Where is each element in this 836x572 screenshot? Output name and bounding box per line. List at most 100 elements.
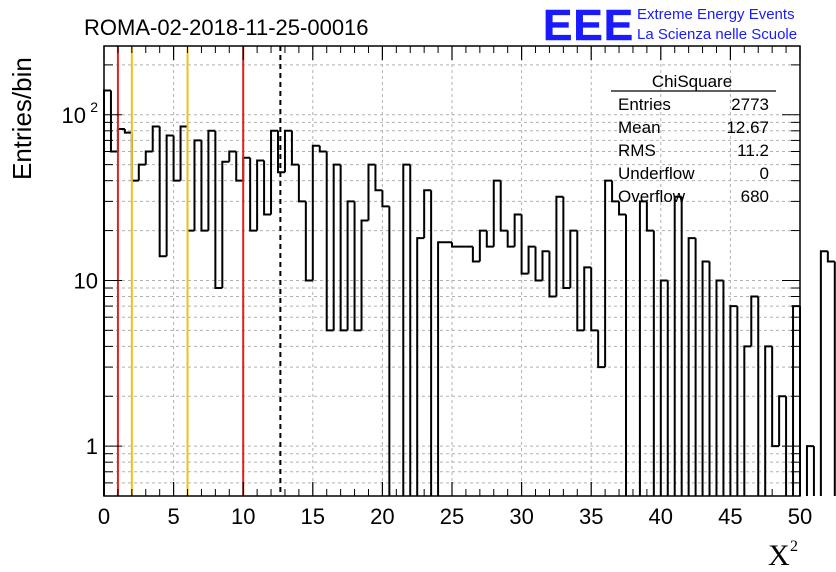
histogram-bin <box>172 135 181 182</box>
x-tick-label: 45 <box>718 504 742 529</box>
histogram-bin <box>339 164 348 332</box>
marker-lines <box>116 46 282 496</box>
histogram-bin <box>548 251 557 298</box>
x-tick-label: 0 <box>98 504 110 529</box>
stats-box: ChiSquare Entries 2773 Mean 12.67 RMS 11.2 Und… <box>611 72 776 206</box>
histogram-bin <box>750 295 759 347</box>
histogram-bin <box>645 201 654 232</box>
histogram-bin <box>764 345 773 496</box>
histogram-bin <box>618 201 626 216</box>
histogram-bin <box>242 156 251 181</box>
histogram-bin <box>311 144 320 281</box>
histogram-bin <box>151 125 160 152</box>
histogram-bin <box>819 250 828 496</box>
histogram-bin <box>527 245 536 274</box>
stats-row-label: Underflow <box>618 164 695 183</box>
stats-row-value: 0 <box>760 164 769 183</box>
stats-row-value: 12.67 <box>726 118 769 137</box>
y-tick-label-exp: 2 <box>90 99 98 115</box>
x-axis-ticks: 0 5 10 15 20 25 30 35 40 45 50 <box>98 46 812 529</box>
histogram-bin <box>701 260 710 496</box>
stats-row-label: RMS <box>618 141 656 160</box>
x-axis-label-sup: 2 <box>790 538 798 555</box>
histogram-bin <box>165 134 174 257</box>
histogram-bin <box>193 139 202 231</box>
histogram-bin <box>826 251 835 263</box>
histogram-bin <box>471 246 480 263</box>
histogram-bin <box>485 230 494 248</box>
histogram-bin <box>604 179 613 368</box>
histogram-bin <box>492 179 501 247</box>
histogram-bin <box>743 345 752 496</box>
histogram-bin <box>221 160 230 289</box>
x-axis-label: X 2 <box>768 538 798 572</box>
chart-title: ROMA-02-2018-11-25-00016 <box>84 15 369 40</box>
eee-logo: EEE Extreme Energy Events La Scienza nel… <box>543 1 797 51</box>
histogram-bin <box>654 231 661 496</box>
histogram-bin <box>297 164 306 203</box>
histogram-bin <box>541 250 550 281</box>
y-axis-label: Entries/bin <box>7 57 37 180</box>
histogram-bin <box>304 201 313 282</box>
histogram-bin <box>325 151 334 332</box>
histogram-bin <box>506 230 515 248</box>
x-tick-label: 5 <box>167 504 179 529</box>
histogram-bin <box>478 229 487 262</box>
histogram-bin <box>687 237 696 496</box>
stats-row-value: 2773 <box>731 95 769 114</box>
x-tick-label: 15 <box>301 504 325 529</box>
histogram-bin <box>158 126 167 258</box>
histogram-bin <box>569 229 578 289</box>
grid-lines <box>104 46 800 496</box>
histogram-bin <box>805 445 814 496</box>
histogram-bin <box>200 140 209 232</box>
histogram-bin <box>562 196 571 290</box>
histogram-bin <box>332 163 341 331</box>
histogram-bin <box>431 190 438 496</box>
histogram-bin <box>346 200 355 331</box>
histogram-bin <box>416 237 425 496</box>
x-axis-label-main: X <box>768 539 790 572</box>
histogram-bin <box>207 129 216 231</box>
histogram-bin <box>659 279 668 496</box>
y-tick-label: 10 <box>74 268 98 293</box>
histogram-bin <box>534 246 543 282</box>
histogram-bin <box>611 180 620 203</box>
histogram-bin <box>179 125 188 181</box>
histogram-bin <box>800 306 807 496</box>
histogram-bin <box>374 164 383 192</box>
x-tick-label: 30 <box>509 504 533 529</box>
histogram-bin <box>186 126 195 232</box>
x-tick-label: 25 <box>440 504 464 529</box>
histogram-bin <box>723 280 730 496</box>
eee-logo-text: EEE <box>543 1 634 50</box>
histogram-bin <box>402 163 411 496</box>
histogram-bin <box>353 201 362 332</box>
histogram-bin <box>228 150 237 162</box>
eee-line-1: Extreme Energy Events <box>637 6 795 23</box>
histogram-bin <box>144 150 153 165</box>
histogram-bin <box>729 305 738 496</box>
histogram-bin <box>590 267 599 332</box>
histogram-bin <box>513 213 522 247</box>
histogram-bin <box>214 130 223 290</box>
stats-row-label: Overflow <box>618 187 686 206</box>
y-tick-label-text: 1 <box>86 434 98 459</box>
histogram-bin <box>256 159 265 231</box>
histogram-bin <box>249 157 258 232</box>
histogram-bin <box>277 130 285 174</box>
histogram-bin <box>499 180 508 232</box>
y-tick-label-text: 10 <box>74 268 98 293</box>
histogram-bin <box>290 130 299 166</box>
stats-row-label: Entries <box>618 95 671 114</box>
histogram-bin <box>263 160 272 216</box>
histogram-bin <box>737 306 744 496</box>
histogram-bin <box>360 219 369 331</box>
eee-line-2: La Scienza nelle Scuole <box>637 26 797 43</box>
histogram-bin <box>771 346 780 448</box>
histogram-bin <box>673 195 682 496</box>
histogram-bin <box>235 151 244 182</box>
histogram-bin <box>597 330 606 369</box>
x-tick-label: 35 <box>579 504 603 529</box>
histogram-bin <box>270 129 278 215</box>
